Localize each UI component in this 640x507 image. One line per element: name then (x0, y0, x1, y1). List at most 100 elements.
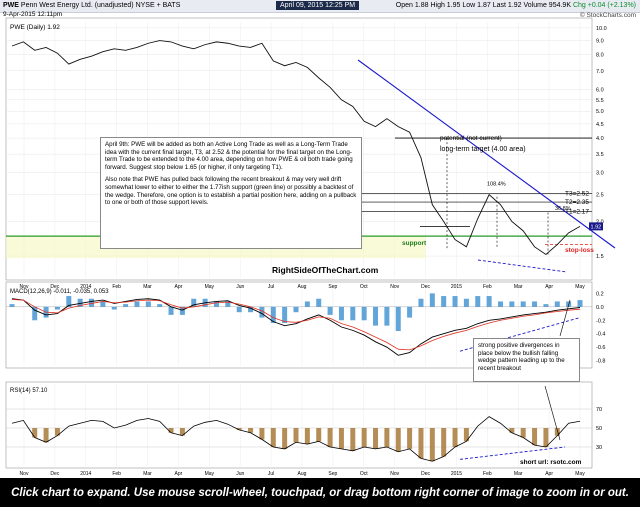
macd-tick-label: -0.4 (596, 332, 605, 338)
x-tick-label-bottom: Feb (112, 471, 121, 477)
rsi-fill-bar (350, 428, 356, 451)
rsi-divergence-line (459, 446, 566, 460)
divergence-pointer-2 (559, 299, 571, 337)
last-price-tag (589, 222, 603, 231)
caption-text: Click chart to expand. Use mouse scroll-… (11, 486, 629, 499)
pct-label-2: 36.8% (555, 206, 571, 212)
price-series (11, 40, 581, 256)
wedge-upper-line (357, 59, 616, 249)
rsi-fill-bar (304, 428, 310, 445)
long-term-label: long-term target (4.00 area) (440, 146, 526, 153)
x-tick-label-bottom: Jun (236, 471, 244, 477)
rsi-fill-bar (509, 428, 515, 433)
x-tick-label-bottom: Nov (20, 471, 29, 477)
rsi-fill-bar (282, 428, 288, 449)
stock-chart[interactable]: PWE Penn West Energy Ltd. (unadjusted) N… (0, 0, 640, 478)
macd-histogram-bar (577, 300, 583, 307)
macd-histogram-bar (373, 306, 379, 326)
rsi-fill-bar (54, 428, 60, 436)
stop-loss-label: stop-loss (565, 247, 594, 254)
divergence-text: strong positive divergences in place bel… (478, 342, 565, 372)
macd-histogram-bar (554, 301, 560, 307)
trade-note-box: April 9th: PWE will be added as both an … (100, 137, 362, 249)
price-tick-label: 5.0 (596, 109, 604, 115)
macd-histogram-bar (89, 298, 95, 307)
short-url: short url: rsotc.com (520, 459, 582, 466)
rsi-fill-bar (32, 428, 38, 438)
macd-histogram-bar (463, 298, 469, 307)
rsi-fill-bar (373, 428, 379, 449)
rsi-fill-bar (168, 428, 174, 433)
macd-histogram-bar (384, 306, 390, 326)
macd-histogram-bar (497, 301, 503, 307)
rsi-line (11, 416, 581, 462)
rsi-fill-bar (520, 428, 526, 438)
macd-histogram-bar (123, 304, 129, 307)
x-tick-label-bottom: Aug (298, 471, 307, 477)
caption-bar: Click chart to expand. Use mouse scroll-… (0, 478, 640, 507)
source-credit: © StockCharts.com (579, 12, 636, 19)
last-price-tag-text: 1.92 (591, 224, 602, 230)
x-tick-label-bottom: Mar (143, 471, 152, 477)
x-tick-label: Feb (483, 284, 492, 290)
price-tick-label: 6.0 (596, 87, 604, 93)
macd-histogram-bar (66, 296, 72, 307)
macd-tick-label: -0.6 (596, 345, 605, 351)
x-tick-label: Apr (545, 284, 553, 290)
x-tick-label-bottom: Mar (514, 471, 523, 477)
x-tick-label: May (205, 284, 215, 290)
x-tick-label: Aug (298, 284, 307, 290)
x-tick-label: 2015 (451, 284, 462, 290)
pct-label-1: 108.4% (487, 181, 506, 187)
macd-histogram-bar (157, 304, 163, 307)
rsi-fill-bar (316, 428, 322, 442)
volume-value: Volume 954.9K (523, 2, 571, 9)
macd-histogram-bar (304, 301, 310, 307)
chart-canvas: 10.09.08.07.06.05.55.04.54.03.53.02.52.0… (5, 17, 616, 477)
macd-histogram-bar (270, 306, 276, 323)
rsi-fill-bar (441, 428, 447, 457)
macd-tick-label: -0.2 (596, 318, 605, 324)
x-tick-label-bottom: Apr (545, 471, 553, 477)
price-tick-label: 1.5 (596, 254, 604, 260)
macd-tick-label: 0.0 (596, 305, 604, 311)
price-tick-label: 7.0 (596, 69, 604, 75)
high-value: High 1.95 (430, 2, 461, 9)
macd-histogram-bar (54, 306, 60, 310)
chart-date: April 09, 2015 12:25 PM (276, 1, 360, 10)
x-tick-label-bottom: May (575, 471, 585, 477)
rsi-fill-bar (327, 428, 333, 447)
chart-header: PWE Penn West Energy Ltd. (unadjusted) N… (0, 0, 640, 13)
divergence-pointer-1 (544, 385, 561, 441)
x-tick-label: Jun (236, 284, 244, 290)
price-tick-label: 8.0 (596, 53, 604, 59)
x-tick-label: Mar (143, 284, 152, 290)
x-tick-label-bottom: 2014 (80, 471, 91, 477)
support-label: support (402, 240, 427, 247)
macd-line (11, 298, 581, 356)
x-tick-label-bottom: Dec (50, 471, 59, 477)
watermark: RightSideOfTheChart.com (272, 265, 379, 275)
macd-histogram-bar (441, 296, 447, 307)
t1-label: T1=2.17 (565, 209, 589, 216)
rsi-fill-bar (236, 428, 242, 430)
x-tick-label: Nov (390, 284, 399, 290)
macd-histogram-bar (179, 306, 185, 315)
x-tick-label: Feb (112, 284, 121, 290)
macd-histogram-bar (361, 306, 367, 321)
macd-histogram-bar (509, 301, 515, 307)
macd-histogram-bar (327, 306, 333, 315)
rsi-fill-bar (554, 428, 560, 436)
rsi-panel-label: RSI(14) 57.10 (10, 388, 48, 394)
rsi-fill-bar (452, 428, 458, 447)
macd-histogram-bar (168, 306, 174, 315)
macd-signal-line (11, 299, 581, 351)
price-tick-label: 4.5 (596, 122, 604, 128)
macd-histogram-bar (338, 306, 344, 321)
rsi-fill-bar (293, 428, 299, 443)
x-tick-label: Oct (360, 284, 368, 290)
x-tick-label-bottom: 2015 (451, 471, 462, 477)
rsi-fill-bar (407, 428, 413, 449)
rsi-fill-bar (463, 428, 469, 442)
macd-histogram-bar (9, 304, 15, 307)
